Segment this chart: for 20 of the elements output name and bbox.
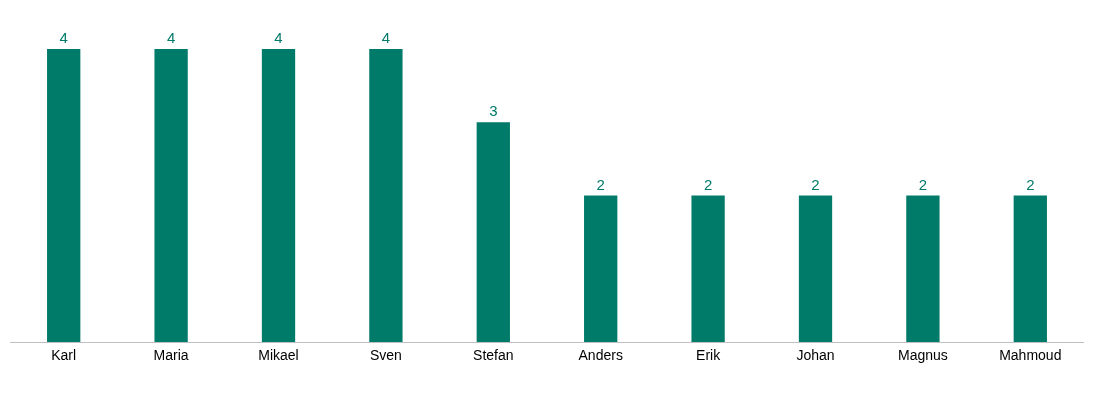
data-label: 2	[1026, 175, 1035, 193]
data-label: 4	[59, 29, 68, 47]
x-tick-label: Johan	[796, 346, 835, 363]
x-tick-label: Karl	[51, 346, 77, 363]
x-tick-label: Magnus	[897, 346, 948, 363]
data-label: 4	[274, 29, 283, 47]
data-label: 2	[811, 175, 820, 193]
data-label: 4	[166, 29, 176, 47]
data-label: 2	[918, 175, 928, 193]
data-label: 3	[489, 102, 498, 120]
data-label: 2	[703, 175, 713, 193]
x-tick-label: Sven	[369, 346, 402, 363]
x-tick-label: Anders	[578, 346, 623, 363]
data-label: 2	[596, 175, 605, 193]
x-tick-label: Stefan	[473, 346, 514, 363]
x-tick-label: Mikael	[258, 346, 299, 363]
x-tick-label: Erik	[696, 346, 722, 363]
x-tick-label: Maria	[153, 346, 189, 363]
data-label: 4	[381, 29, 391, 47]
x-tick-label: Mahmoud	[999, 346, 1062, 363]
